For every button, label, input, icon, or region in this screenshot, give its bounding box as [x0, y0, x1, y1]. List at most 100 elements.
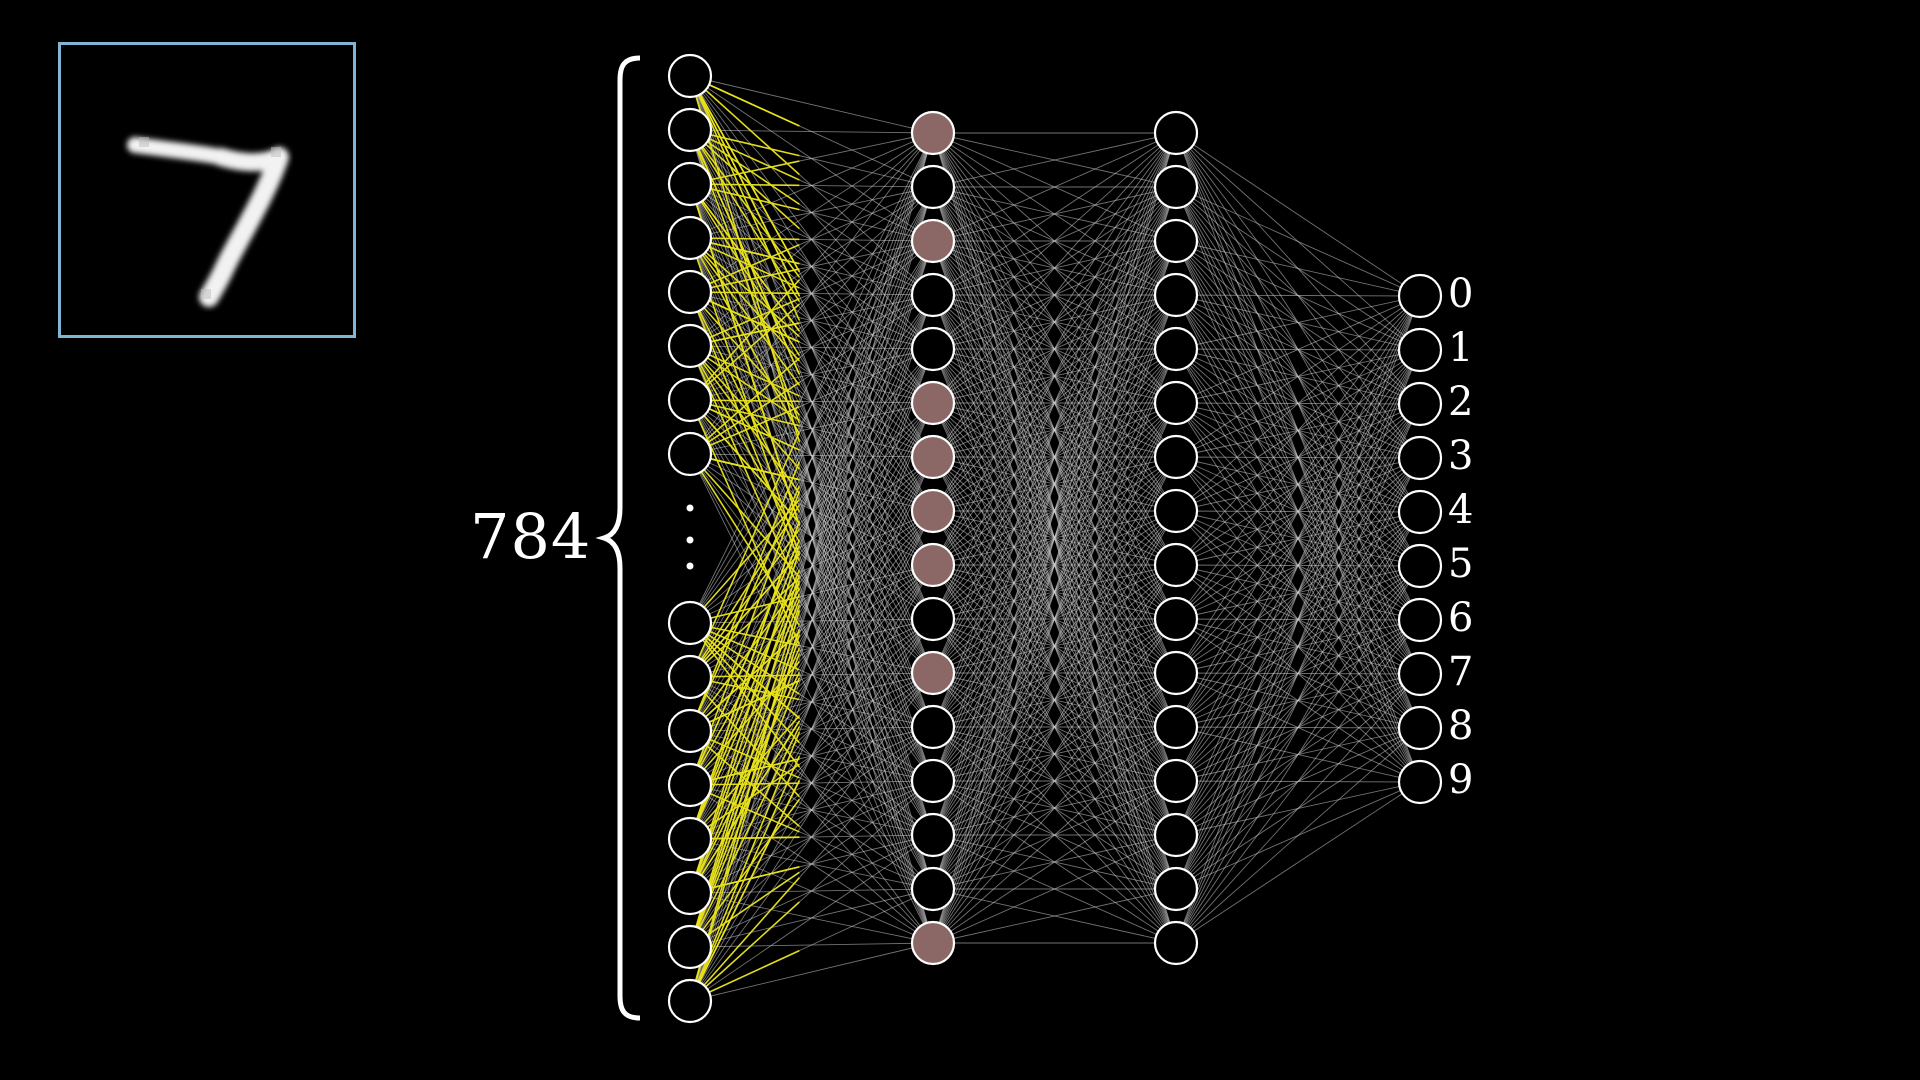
connection-edge	[932, 132, 1177, 296]
input-neuron	[667, 816, 713, 862]
hidden2-neuron	[1153, 866, 1199, 912]
connection-edge	[689, 901, 800, 1002]
connection-edge	[1175, 186, 1421, 297]
hidden1-neuron	[910, 920, 956, 966]
output-label: 0	[1448, 271, 1474, 317]
input-layer-ellipsis	[686, 504, 694, 570]
connection-edge	[1175, 403, 1421, 944]
hidden2-neuron	[1153, 704, 1199, 750]
connection-edge	[689, 618, 934, 1002]
connection-edge	[1175, 349, 1421, 944]
output-label: 1	[1448, 325, 1474, 371]
connection-edge	[689, 593, 801, 840]
connection-edge	[689, 798, 800, 948]
input-neuron	[667, 600, 713, 646]
hidden1-neuron	[910, 164, 956, 210]
connection-edge	[1175, 619, 1421, 944]
connection-edge	[689, 431, 801, 678]
connection-edge	[932, 780, 1177, 944]
input-neuron	[667, 377, 713, 423]
hidden1-neuron	[910, 272, 956, 318]
connection-edge	[689, 647, 801, 894]
input-neuron	[667, 870, 713, 916]
connection-edge	[1175, 295, 1421, 890]
connection-edge	[1175, 565, 1421, 944]
connection-edge	[1175, 673, 1421, 944]
connection-edge	[932, 294, 1177, 944]
connection-edge	[689, 237, 800, 386]
connection-edge	[932, 132, 1177, 836]
input-neuron	[667, 107, 713, 153]
connection-edge	[932, 132, 1177, 782]
connection-edge	[689, 345, 800, 494]
hidden2-neuron	[1153, 272, 1199, 318]
output-neuron	[1397, 543, 1443, 589]
output-neuron	[1397, 759, 1443, 805]
connection-edge	[932, 132, 1177, 512]
output-label: 2	[1448, 379, 1474, 425]
output-label: 9	[1448, 757, 1474, 803]
hidden1-neuron	[910, 380, 956, 426]
connection-edges	[689, 75, 1421, 1002]
connection-edge	[689, 453, 801, 626]
output-neuron	[1397, 273, 1443, 319]
connection-edge	[689, 672, 801, 894]
connection-edge	[689, 345, 801, 543]
output-neuron	[1397, 489, 1443, 535]
connection-edge	[932, 186, 1177, 944]
connection-edge	[689, 942, 934, 1002]
output-neuron	[1397, 651, 1443, 697]
output-label: 3	[1448, 433, 1474, 479]
input-neuron-count: 784	[470, 500, 592, 573]
connection-edge	[689, 755, 801, 1002]
connection-edge	[1175, 511, 1421, 944]
input-neuron	[667, 708, 713, 754]
output-neuron	[1397, 381, 1443, 427]
connection-edge	[932, 132, 1177, 458]
hidden1-neuron	[910, 542, 956, 588]
connection-edge	[1175, 295, 1421, 728]
hidden2-neuron	[1153, 542, 1199, 588]
connection-edge	[1175, 294, 1421, 297]
hidden1-neuron	[910, 110, 956, 156]
network-nodes	[667, 53, 1443, 1024]
hidden1-neuron	[910, 704, 956, 750]
connection-edge	[932, 240, 1177, 944]
connection-edge	[1175, 295, 1421, 944]
output-neuron	[1397, 705, 1443, 751]
hidden1-neuron	[910, 758, 956, 804]
connection-edge	[689, 129, 800, 230]
connection-edge	[689, 588, 801, 786]
connection-edge	[689, 780, 801, 1002]
connection-edge	[689, 528, 800, 678]
connection-edge	[932, 726, 1177, 944]
connection-edge	[689, 504, 801, 678]
connection-edge	[689, 672, 934, 1002]
hidden1-neuron	[910, 866, 956, 912]
connection-edge	[932, 132, 1177, 890]
connection-edge	[932, 618, 1177, 944]
connection-edge	[932, 456, 1177, 944]
connection-edge	[689, 453, 934, 890]
input-neuron	[667, 323, 713, 369]
hidden1-neuron	[910, 488, 956, 534]
connection-edge	[689, 499, 800, 624]
connection-edge	[689, 345, 801, 591]
connection-edge	[689, 75, 800, 176]
hidden2-neuron	[1153, 758, 1199, 804]
connection-edge	[689, 539, 801, 786]
connection-edge	[1175, 457, 1421, 944]
input-neuron	[667, 762, 713, 808]
connection-edge	[689, 564, 934, 1002]
hidden1-neuron	[910, 434, 956, 480]
connection-edge	[689, 240, 934, 1002]
input-neuron	[667, 978, 713, 1024]
connection-edge	[689, 730, 800, 828]
connection-edge	[932, 132, 1177, 188]
output-label: 8	[1448, 703, 1474, 749]
hidden2-neuron	[1153, 812, 1199, 858]
connection-edge	[932, 672, 1177, 944]
connection-edge	[932, 132, 1177, 944]
hidden2-neuron	[1153, 110, 1199, 156]
hidden2-neuron	[1153, 434, 1199, 480]
